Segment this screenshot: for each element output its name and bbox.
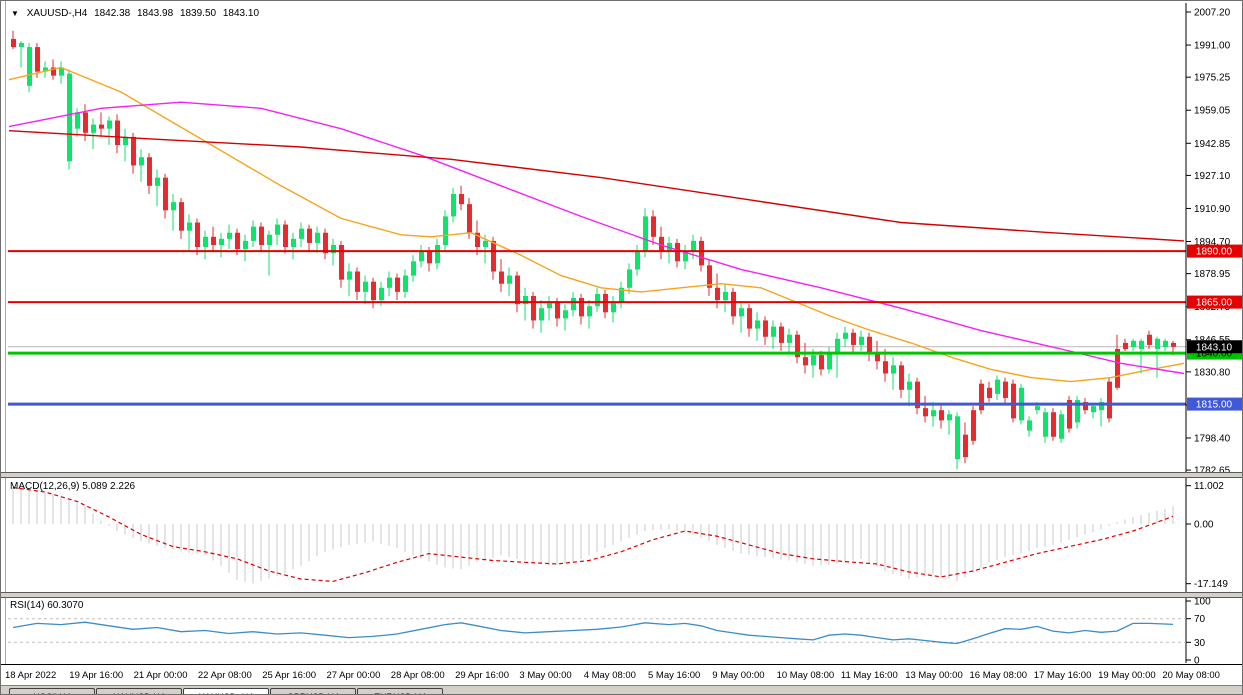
chart-tab-GBPUSD,H4[interactable]: GBPUSD,H4 xyxy=(270,688,356,694)
time-label: 20 May 08:00 xyxy=(1162,670,1220,681)
svg-text:1878.95: 1878.95 xyxy=(1194,269,1231,280)
time-label: 27 Apr 00:00 xyxy=(326,670,381,681)
svg-text:11.002: 11.002 xyxy=(1194,481,1224,492)
ma-darkred-line[interactable] xyxy=(8,130,1185,242)
ma-orange-line[interactable] xyxy=(8,66,1185,383)
time-label: 18 Apr 2022 xyxy=(5,670,57,681)
window-frame-edge xyxy=(5,1,6,694)
macd-signal-line xyxy=(12,486,1174,583)
time-label: 5 May 16:00 xyxy=(648,670,701,681)
ohlc-high: 1843.98 xyxy=(137,8,174,19)
svg-text:1782.65: 1782.65 xyxy=(1194,466,1231,477)
time-label: 11 May 16:00 xyxy=(840,670,898,681)
time-label: 3 May 00:00 xyxy=(519,670,572,681)
time-label: 9 May 00:00 xyxy=(712,670,765,681)
svg-text:1991.00: 1991.00 xyxy=(1194,41,1231,52)
time-label: 13 May 00:00 xyxy=(905,670,963,681)
macd-panel: 11.002 0.00 -17.149 xyxy=(12,481,1228,590)
svg-text:1840.00: 1840.00 xyxy=(1196,349,1233,360)
svg-text:1927.10: 1927.10 xyxy=(1194,171,1231,182)
time-label: 19 Apr 16:00 xyxy=(69,670,124,681)
rsi-indicator-label: RSI(14) 60.3070 xyxy=(10,600,84,611)
svg-text:1843.10: 1843.10 xyxy=(1196,342,1233,353)
svg-text:1890.00: 1890.00 xyxy=(1196,247,1233,258)
svg-text:1815.00: 1815.00 xyxy=(1196,400,1233,411)
time-label: 28 Apr 08:00 xyxy=(390,670,445,681)
price-label-box-1815.00: 1815.00 xyxy=(1187,397,1242,411)
rsi-line xyxy=(12,621,1174,645)
svg-text:0.00: 0.00 xyxy=(1194,520,1214,531)
svg-text:-17.149: -17.149 xyxy=(1194,579,1228,590)
time-label: 25 Apr 16:00 xyxy=(262,670,317,681)
time-label: 21 Apr 00:00 xyxy=(133,670,188,681)
chart-tab-XAUUSD,H4[interactable]: XAUUSD,H4 xyxy=(96,688,182,694)
svg-text:0: 0 xyxy=(1194,656,1200,667)
chart-title-overlay: ▼ XAUUSD-,H4 1842.38 1843.98 1839.50 184… xyxy=(11,8,263,19)
dropdown-triangle-icon[interactable]: ▼ xyxy=(11,9,19,18)
symbol-period-label: XAUUSD-,H4 xyxy=(26,8,88,19)
svg-text:30: 30 xyxy=(1194,638,1206,649)
svg-text:1910.90: 1910.90 xyxy=(1194,204,1231,215)
time-axis[interactable]: 18 Apr 2022 19 Apr 16:00 21 Apr 00:00 22 Ap… xyxy=(1,664,1242,686)
svg-text:100: 100 xyxy=(1194,597,1211,608)
svg-text:1865.00: 1865.00 xyxy=(1196,298,1233,309)
macd-indicator-label: MACD(12,26,9) 5.089 2.226 xyxy=(10,481,136,492)
ohlc-low: 1839.50 xyxy=(179,8,217,19)
svg-text:1830.80: 1830.80 xyxy=(1194,367,1231,378)
svg-text:1894.70: 1894.70 xyxy=(1194,237,1231,248)
time-label: 10 May 08:00 xyxy=(776,670,835,681)
panel-splitter-rsi[interactable] xyxy=(1,592,1242,598)
price-axis[interactable]: 2007.20 1991.00 1975.25 1959.05 1942.85 1927.… xyxy=(1186,8,1242,477)
svg-text:2007.20: 2007.20 xyxy=(1194,8,1231,19)
svg-text:1942.85: 1942.85 xyxy=(1194,139,1231,150)
ohlc-close: 1843.10 xyxy=(222,8,260,19)
time-label: 22 Apr 08:00 xyxy=(197,670,252,681)
chart-tab-EURUSD,H4[interactable]: EURUSD,H4 xyxy=(357,688,443,694)
svg-text:70: 70 xyxy=(1194,614,1206,625)
rsi-panel: 100 70 30 0 xyxy=(8,597,1211,667)
chart-tab-bar: USOil,H4XAUUSD,H4XAUUSD-,H4GBPUSD,H4EURU… xyxy=(1,685,1242,694)
chart-tab-XAUUSD-,H4[interactable]: XAUUSD-,H4 xyxy=(183,688,269,694)
price-label-box-1865.00: 1865.00 xyxy=(1187,295,1242,309)
svg-text:1959.05: 1959.05 xyxy=(1194,106,1231,117)
chart-tab-USOil,H4[interactable]: USOil,H4 xyxy=(9,688,95,694)
ohlc-open: 1842.38 xyxy=(94,8,131,19)
svg-text:1798.40: 1798.40 xyxy=(1194,433,1231,444)
time-label: 29 Apr 16:00 xyxy=(455,670,509,681)
ma-magenta-line[interactable] xyxy=(8,101,1185,375)
svg-text:1975.25: 1975.25 xyxy=(1194,73,1231,84)
time-label: 17 May 16:00 xyxy=(1033,670,1092,681)
price-label-box-1843.10: 1843.10 xyxy=(1187,340,1242,354)
time-label: 19 May 00:00 xyxy=(1098,670,1156,681)
time-label: 4 May 08:00 xyxy=(583,670,636,681)
panel-splitter-macd[interactable] xyxy=(1,472,1242,478)
time-label: 16 May 08:00 xyxy=(969,670,1028,681)
price-label-box-1890.00: 1890.00 xyxy=(1187,244,1242,258)
